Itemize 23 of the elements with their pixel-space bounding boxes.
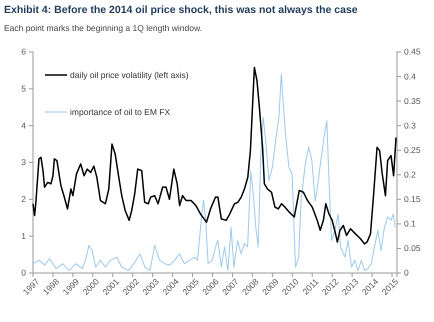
chart-title: Exhibit 4: Before the 2014 oil price shock, this was not always the case <box>4 4 358 16</box>
chart-subtitle: Each point marks the beginning a 1Q length window. <box>4 23 202 33</box>
y2-tick-label: 0.2 <box>404 170 416 180</box>
y2-tick-label: 0.1 <box>404 218 416 229</box>
y2-tick-label: 0 <box>404 268 409 278</box>
y-tick-label: 2 <box>21 194 26 204</box>
legend-label: importance of oil to EM FX <box>70 107 170 117</box>
y2-tick-label: 0.45 <box>404 46 421 57</box>
y2-tick-label: 0.35 <box>404 96 421 106</box>
y2-tick-label: 0.25 <box>404 144 421 155</box>
line-series <box>32 74 396 272</box>
line-series <box>32 66 397 245</box>
y-tick-label: 4 <box>21 120 26 130</box>
y-tick-label: 5 <box>21 84 26 94</box>
y2-tick-label: 0.05 <box>404 243 421 254</box>
legend-label: daily oil price volatility (left axis) <box>70 70 189 80</box>
y2-tick-label: 0.15 <box>404 194 421 204</box>
y-tick-label: 0 <box>21 268 26 278</box>
y2-tick-label: 0.3 <box>404 120 416 130</box>
y2-tick-label: 0.4 <box>404 71 416 82</box>
y-tick-label: 3 <box>21 157 26 168</box>
y-tick-label: 6 <box>21 46 26 57</box>
y-tick-label: 1 <box>21 230 26 241</box>
